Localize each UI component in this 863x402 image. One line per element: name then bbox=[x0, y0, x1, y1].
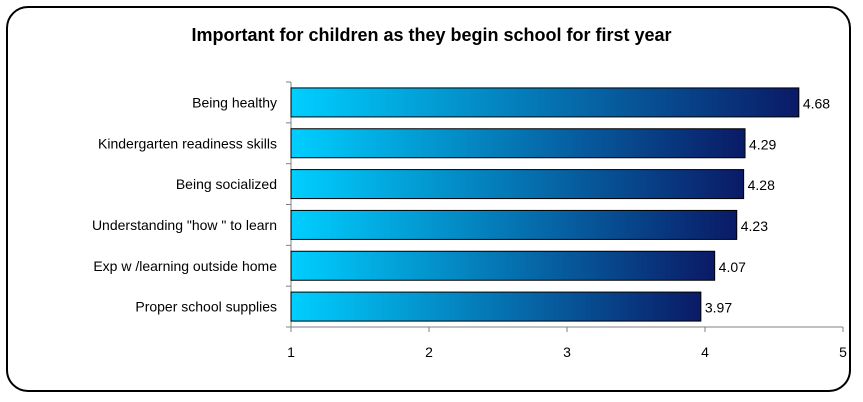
bar bbox=[290, 250, 716, 281]
value-label: 4.28 bbox=[748, 177, 775, 193]
value-label: 4.23 bbox=[741, 218, 768, 234]
bar bbox=[290, 128, 746, 159]
bar bbox=[290, 291, 702, 322]
bar bbox=[290, 209, 738, 240]
value-label: 4.68 bbox=[803, 95, 830, 111]
value-label: 3.97 bbox=[705, 300, 732, 316]
value-label: 4.07 bbox=[719, 259, 746, 275]
bar bbox=[290, 87, 800, 118]
category-label: Being socialized bbox=[176, 176, 277, 192]
value-label: 4.29 bbox=[749, 136, 776, 152]
bar bbox=[290, 169, 745, 200]
x-tick-label: 2 bbox=[425, 344, 433, 360]
category-label: Proper school supplies bbox=[135, 299, 277, 315]
category-label: Kindergarten readiness skills bbox=[98, 135, 277, 151]
category-label: Understanding "how " to learn bbox=[92, 217, 277, 233]
x-tick-label: 1 bbox=[287, 344, 295, 360]
x-tick-label: 5 bbox=[839, 344, 847, 360]
category-label: Being healthy bbox=[192, 94, 277, 110]
category-label: Exp w /learning outside home bbox=[93, 258, 277, 274]
x-tick-label: 3 bbox=[563, 344, 571, 360]
chart-title: Important for children as they begin sch… bbox=[191, 25, 672, 45]
x-tick-label: 4 bbox=[701, 344, 709, 360]
